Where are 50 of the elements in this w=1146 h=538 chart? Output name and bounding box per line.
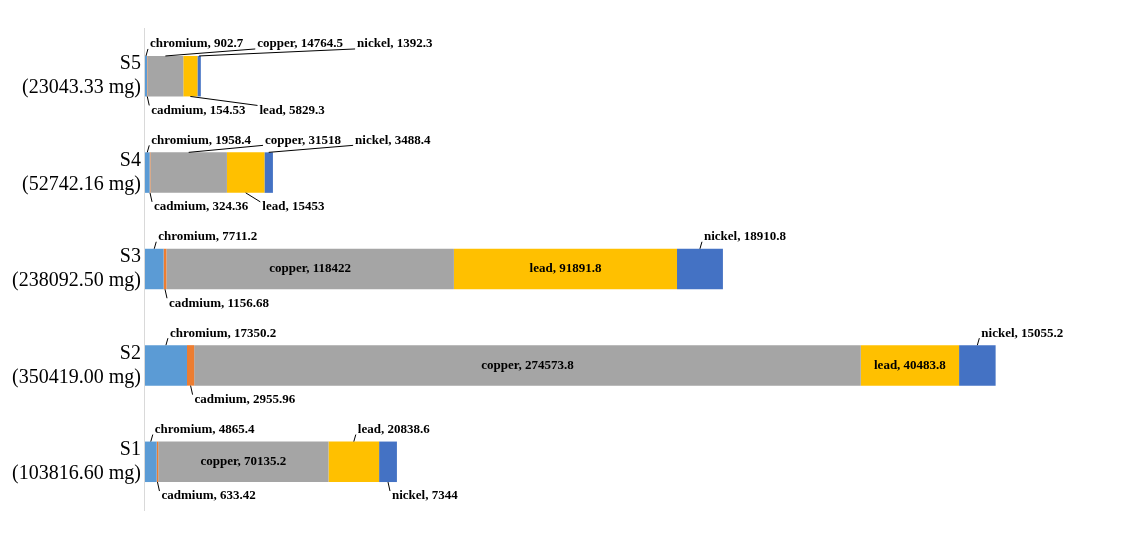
bar [860,345,960,386]
data-label: chromium, 7711.2 [158,228,258,244]
data-label: lead, 5829.3 [259,101,326,117]
data-label: nickel, 7344 [392,487,459,503]
data-label: chromium, 1958.4 [151,131,252,147]
bar [150,152,227,193]
data-label: nickel, 15055.2 [981,324,1064,340]
bar [194,345,861,386]
data-label: nickel, 3488.4 [355,131,432,147]
data-label: chromium, 902.7 [149,35,244,51]
y-tick-label: S1 (103816.60 mg) [11,437,141,485]
bar [144,152,150,193]
data-label: cadmium, 154.53 [151,101,247,117]
data-label: lead, 15453 [262,198,325,214]
data-label: copper, 70135.2 [200,453,287,469]
bar [677,248,723,290]
bar [147,55,184,97]
y-tick-label: S4 (52742.16 mg) [21,147,141,195]
y-tick-label: S5 (23043.33 mg) [21,51,141,99]
bar [197,55,201,97]
data-label: copper, 31518 [265,131,342,147]
bar [226,152,265,193]
bar [328,441,380,483]
data-label: lead, 91891.8 [529,260,602,276]
bar [379,441,397,483]
bar [166,248,454,290]
data-label: cadmium, 633.42 [161,487,256,503]
bar [264,152,273,193]
data-label: lead, 40483.8 [873,356,947,372]
bar [144,248,164,290]
bar [144,441,157,483]
bar [453,248,678,290]
data-label: copper, 14764.5 [257,35,344,51]
data-label: lead, 20838.6 [357,420,431,436]
bar [158,441,329,483]
bar [959,345,996,386]
data-label: cadmium, 324.36 [154,198,249,214]
data-label: nickel, 18910.8 [703,228,787,244]
bar [183,55,198,97]
bar [187,345,195,386]
data-label: chromium, 17350.2 [169,324,277,340]
data-label: chromium, 4865.4 [154,420,256,436]
data-label: cadmium, 2955.96 [194,391,296,406]
data-label: copper, 118422 [269,260,352,276]
data-label: nickel, 1392.3 [357,35,434,51]
bar [144,345,187,386]
data-label: copper, 274573.8 [481,356,575,372]
y-tick-label: S2 (350419.00 mg) [11,340,141,388]
y-tick-label: S3 (238092.50 mg) [11,244,141,292]
data-label: cadmium, 1156.68 [169,294,270,310]
